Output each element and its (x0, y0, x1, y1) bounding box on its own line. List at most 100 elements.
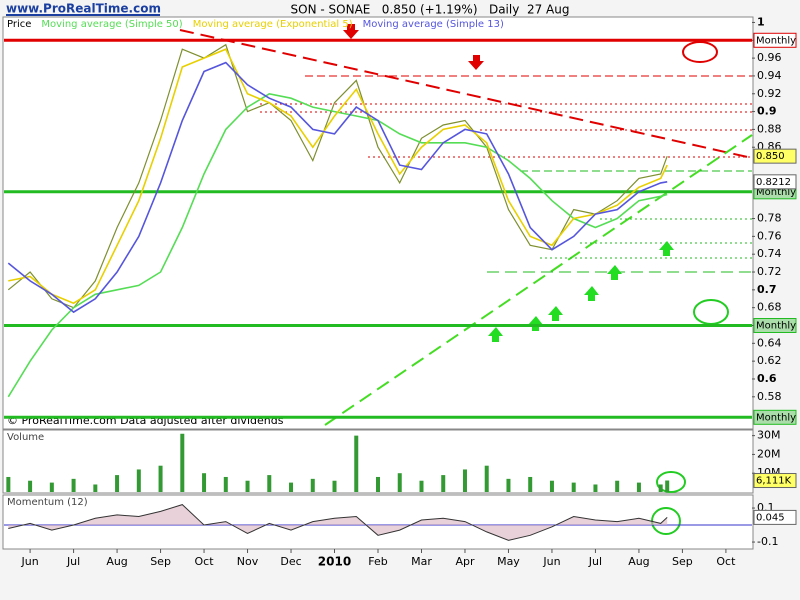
x-tick-label: Jun (542, 555, 560, 568)
panel-title: Momentum (12) (7, 497, 88, 508)
x-tick-label: Oct (716, 555, 736, 568)
series-line (8, 48, 668, 305)
highlight-circle (656, 471, 686, 493)
x-tick-label: Jul (66, 555, 80, 568)
y-tick-label: 0.68 (757, 301, 782, 314)
level-tag (753, 409, 797, 425)
volume-bar (441, 475, 446, 492)
level-tag (753, 32, 797, 48)
y-tick-label: 0.94 (757, 69, 782, 82)
series-line (7, 61, 668, 314)
volume-bar (223, 476, 228, 492)
buy-arrow (607, 265, 622, 280)
price-tag (753, 174, 797, 190)
y-tick-label: 0.58 (757, 390, 782, 403)
y-tick-label: 0.76 (757, 229, 782, 242)
y-tick-label: 0.88 (757, 122, 782, 135)
volume-bar (71, 478, 76, 492)
x-tick-label: Sep (150, 555, 171, 568)
volume-bar (528, 476, 533, 492)
price-tag (753, 509, 797, 525)
level-label: Monthly (756, 321, 796, 332)
resistance-levels (260, 75, 752, 158)
price-panel (2, 16, 754, 430)
volume-bar (289, 482, 294, 492)
buy-arrow (488, 327, 503, 342)
momentum-area (8, 504, 668, 541)
volume-bar (484, 465, 489, 492)
y-tick-label: 0.92 (757, 87, 782, 100)
volume-bar (636, 482, 641, 492)
volume-bar (49, 482, 54, 492)
y-tick-label: 0.9 (757, 105, 777, 118)
x-tick-label: May (497, 555, 520, 568)
price-tag (753, 473, 797, 489)
y-tick-label: 0.96 (757, 51, 782, 64)
arrows (343, 24, 674, 342)
price-tag-label: 6,111K (756, 476, 792, 487)
y-tick-label: 0.78 (757, 212, 782, 225)
x-tick-label: Feb (368, 555, 387, 568)
volume-bar (658, 484, 663, 492)
support-trendline (324, 134, 753, 426)
volume-bar (28, 480, 33, 492)
resistance-trendline (179, 29, 753, 159)
volume-bar (6, 476, 11, 492)
panel-title: Volume (7, 432, 44, 443)
volume-bar (310, 478, 315, 492)
volume-bar (245, 480, 250, 492)
y-tick-label: 0.62 (757, 354, 782, 367)
buy-arrow (528, 316, 543, 331)
legend-entry: Moving average (Simple 13) (363, 19, 504, 30)
volume-bar (136, 469, 141, 492)
volume-bar (93, 484, 98, 492)
x-tick-label: Dec (280, 555, 301, 568)
price-tag-label: 0.8212 (756, 177, 791, 188)
volume-bar (506, 478, 511, 492)
x-tick-label: Apr (455, 555, 475, 568)
y-tick-label: 0.74 (757, 247, 782, 260)
y-tick-label: 20M (757, 447, 781, 460)
level-tag (753, 318, 797, 333)
volume-bar (202, 473, 207, 492)
x-tick-label: Aug (106, 555, 127, 568)
volume-bar (593, 484, 598, 492)
x-tick-label: Oct (195, 555, 215, 568)
sell-arrow (468, 55, 484, 70)
buy-arrow (548, 306, 563, 321)
price-tag-label: 0.045 (756, 512, 785, 523)
volume-bar (397, 473, 402, 492)
legend-entry: Price (7, 19, 31, 30)
y-tick-label: 0.72 (757, 265, 782, 278)
volume-bar (549, 480, 554, 492)
highlight-circle (682, 41, 718, 63)
logo: www.ProRealTime.com (6, 2, 161, 16)
volume-bar (115, 475, 120, 492)
level-label: Monthly (756, 412, 796, 423)
volume-bar (180, 433, 185, 492)
momentum-line (8, 504, 668, 541)
y-tick-label: -0.1 (757, 535, 778, 548)
x-tick-label: Mar (411, 555, 432, 568)
legend-entry: Moving average (Exponential 5) (193, 19, 353, 30)
legend-entry: Moving average (Simple 50) (41, 19, 182, 30)
y-tick-label: 0.64 (757, 336, 782, 349)
chart-title: SON - SONAE 0.850 (+1.19%) Daily 27 Aug (291, 3, 570, 17)
volume-bar (462, 469, 467, 492)
sell-arrow (343, 24, 359, 39)
volume-bar (571, 482, 576, 492)
x-tick-label: Aug (628, 555, 649, 568)
level-label: Monthly (756, 187, 796, 198)
price-tag (753, 148, 797, 164)
y-tick-label: 0.7 (757, 283, 777, 296)
volume-bar (419, 480, 424, 492)
y-tick-label: 30M (757, 429, 781, 442)
volume-bar (376, 476, 380, 492)
level-label: Monthly (756, 35, 796, 46)
volume-bar (354, 435, 359, 492)
x-tick-label: 2010 (318, 555, 351, 569)
y-tick-label: 0.6 (757, 372, 777, 385)
volume-bar (332, 480, 337, 492)
